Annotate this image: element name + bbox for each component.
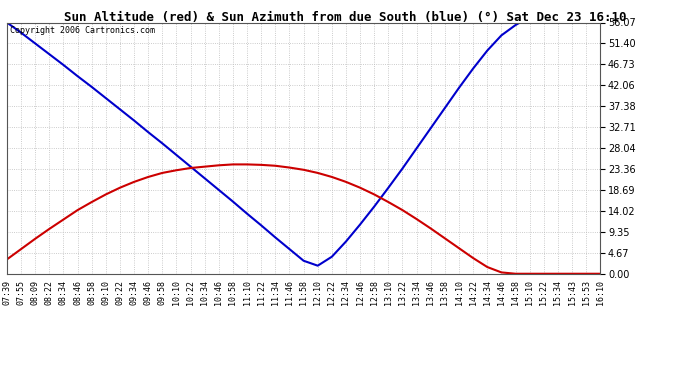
Text: Sun Altitude (red) & Sun Azimuth from due South (blue) (°) Sat Dec 23 16:10: Sun Altitude (red) & Sun Azimuth from du… bbox=[63, 11, 627, 24]
Text: Copyright 2006 Cartronics.com: Copyright 2006 Cartronics.com bbox=[10, 26, 155, 35]
